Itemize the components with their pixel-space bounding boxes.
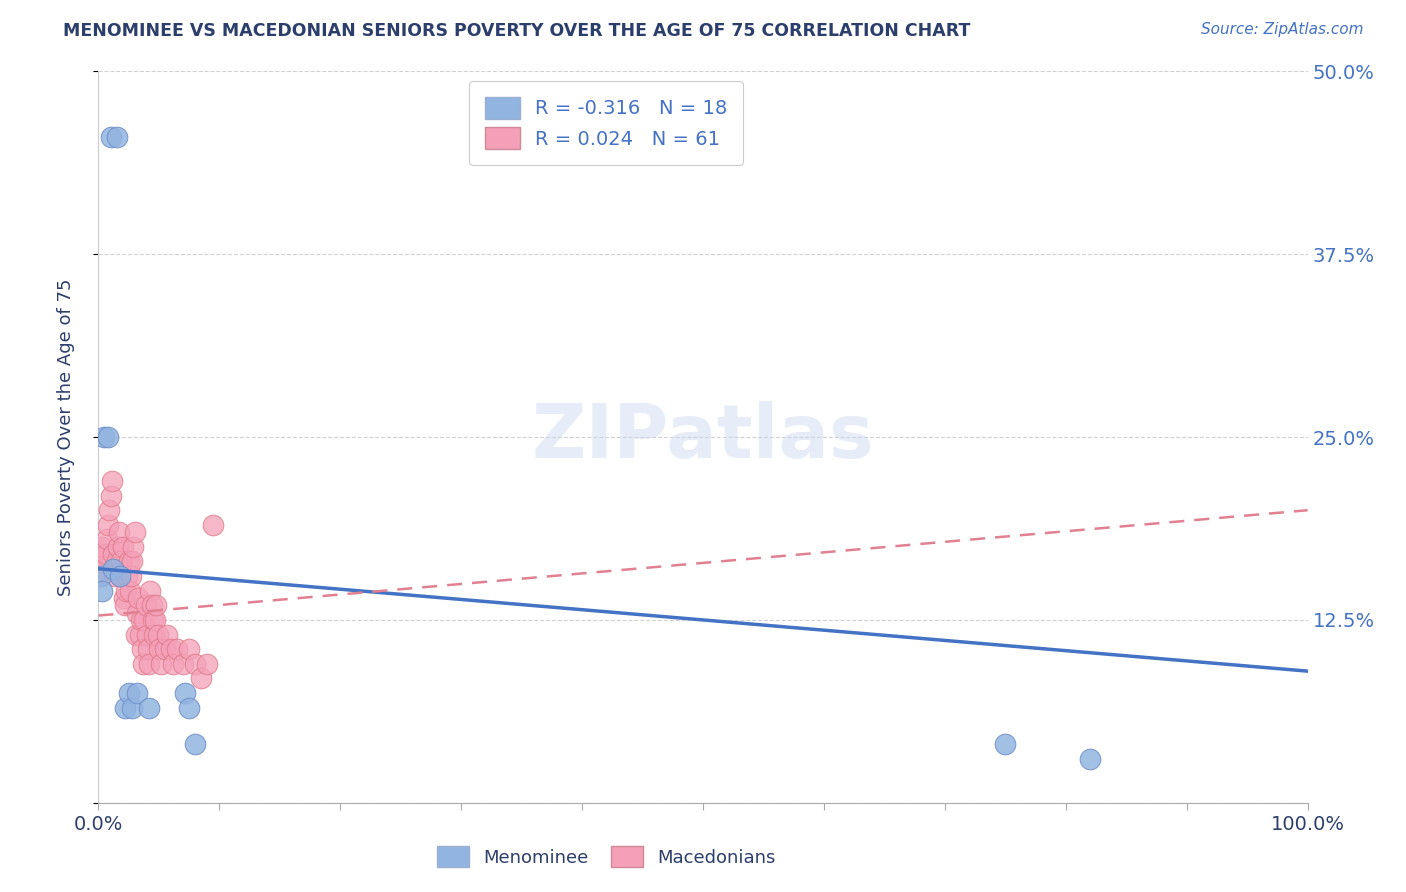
Point [172, 657, 194, 671]
Point [143, 613, 166, 627]
Point [122, 540, 145, 554]
Point [135, 599, 157, 613]
Point [142, 613, 165, 627]
Point [174, 686, 197, 700]
Point [97, 430, 120, 444]
Point [129, 613, 152, 627]
Point [994, 737, 1017, 751]
Point [107, 540, 129, 554]
Point [195, 657, 218, 671]
Y-axis label: Seniors Poverty Over the Age of 75: Seniors Poverty Over the Age of 75 [56, 278, 75, 596]
Point [101, 562, 124, 576]
Point [166, 642, 188, 657]
Point [93, 430, 115, 444]
Point [141, 599, 163, 613]
Point [121, 700, 143, 714]
Point [121, 554, 143, 568]
Legend: Menominee, Macedonians: Menominee, Macedonians [429, 839, 783, 874]
Point [94, 547, 117, 561]
Point [127, 606, 149, 620]
Point [117, 569, 139, 583]
Point [90, 569, 112, 583]
Point [108, 525, 131, 540]
Text: Source: ZipAtlas.com: Source: ZipAtlas.com [1201, 22, 1364, 37]
Point [135, 627, 157, 641]
Point [111, 540, 134, 554]
Point [179, 642, 201, 657]
Point [120, 569, 142, 583]
Point [96, 533, 118, 547]
Point [112, 591, 135, 605]
Point [127, 591, 149, 605]
Point [145, 599, 167, 613]
Point [101, 547, 124, 561]
Point [114, 599, 136, 613]
Point [110, 554, 132, 568]
Point [124, 525, 146, 540]
Point [146, 627, 169, 641]
Point [160, 642, 183, 657]
Text: ZIPatlas: ZIPatlas [531, 401, 875, 474]
Point [131, 642, 153, 657]
Point [153, 642, 176, 657]
Point [118, 583, 141, 598]
Point [118, 554, 141, 568]
Point [136, 642, 159, 657]
Point [127, 686, 149, 700]
Text: MENOMINEE VS MACEDONIAN SENIORS POVERTY OVER THE AGE OF 75 CORRELATION CHART: MENOMINEE VS MACEDONIAN SENIORS POVERTY … [63, 22, 970, 40]
Point [105, 130, 128, 145]
Point [143, 627, 166, 641]
Point [1078, 752, 1101, 766]
Point [184, 737, 207, 751]
Point [148, 642, 170, 657]
Point [128, 627, 150, 641]
Point [184, 657, 207, 671]
Point [202, 517, 225, 532]
Point [100, 130, 122, 145]
Point [114, 700, 136, 714]
Point [132, 657, 155, 671]
Point [125, 627, 148, 641]
Point [138, 700, 160, 714]
Point [118, 686, 141, 700]
Point [103, 562, 125, 576]
Point [100, 474, 122, 488]
Point [104, 569, 127, 583]
Point [134, 613, 156, 627]
Point [190, 672, 212, 686]
Point [139, 583, 162, 598]
Point [105, 554, 128, 568]
Point [97, 517, 120, 532]
Point [90, 554, 112, 568]
Point [91, 540, 114, 554]
Point [108, 569, 131, 583]
Point [93, 562, 115, 576]
Point [156, 627, 179, 641]
Point [179, 700, 201, 714]
Point [89, 569, 111, 583]
Point [150, 657, 173, 671]
Point [91, 583, 114, 598]
Point [138, 657, 160, 671]
Point [100, 489, 122, 503]
Point [162, 657, 184, 671]
Point [98, 503, 121, 517]
Point [115, 583, 138, 598]
Point [108, 569, 131, 583]
